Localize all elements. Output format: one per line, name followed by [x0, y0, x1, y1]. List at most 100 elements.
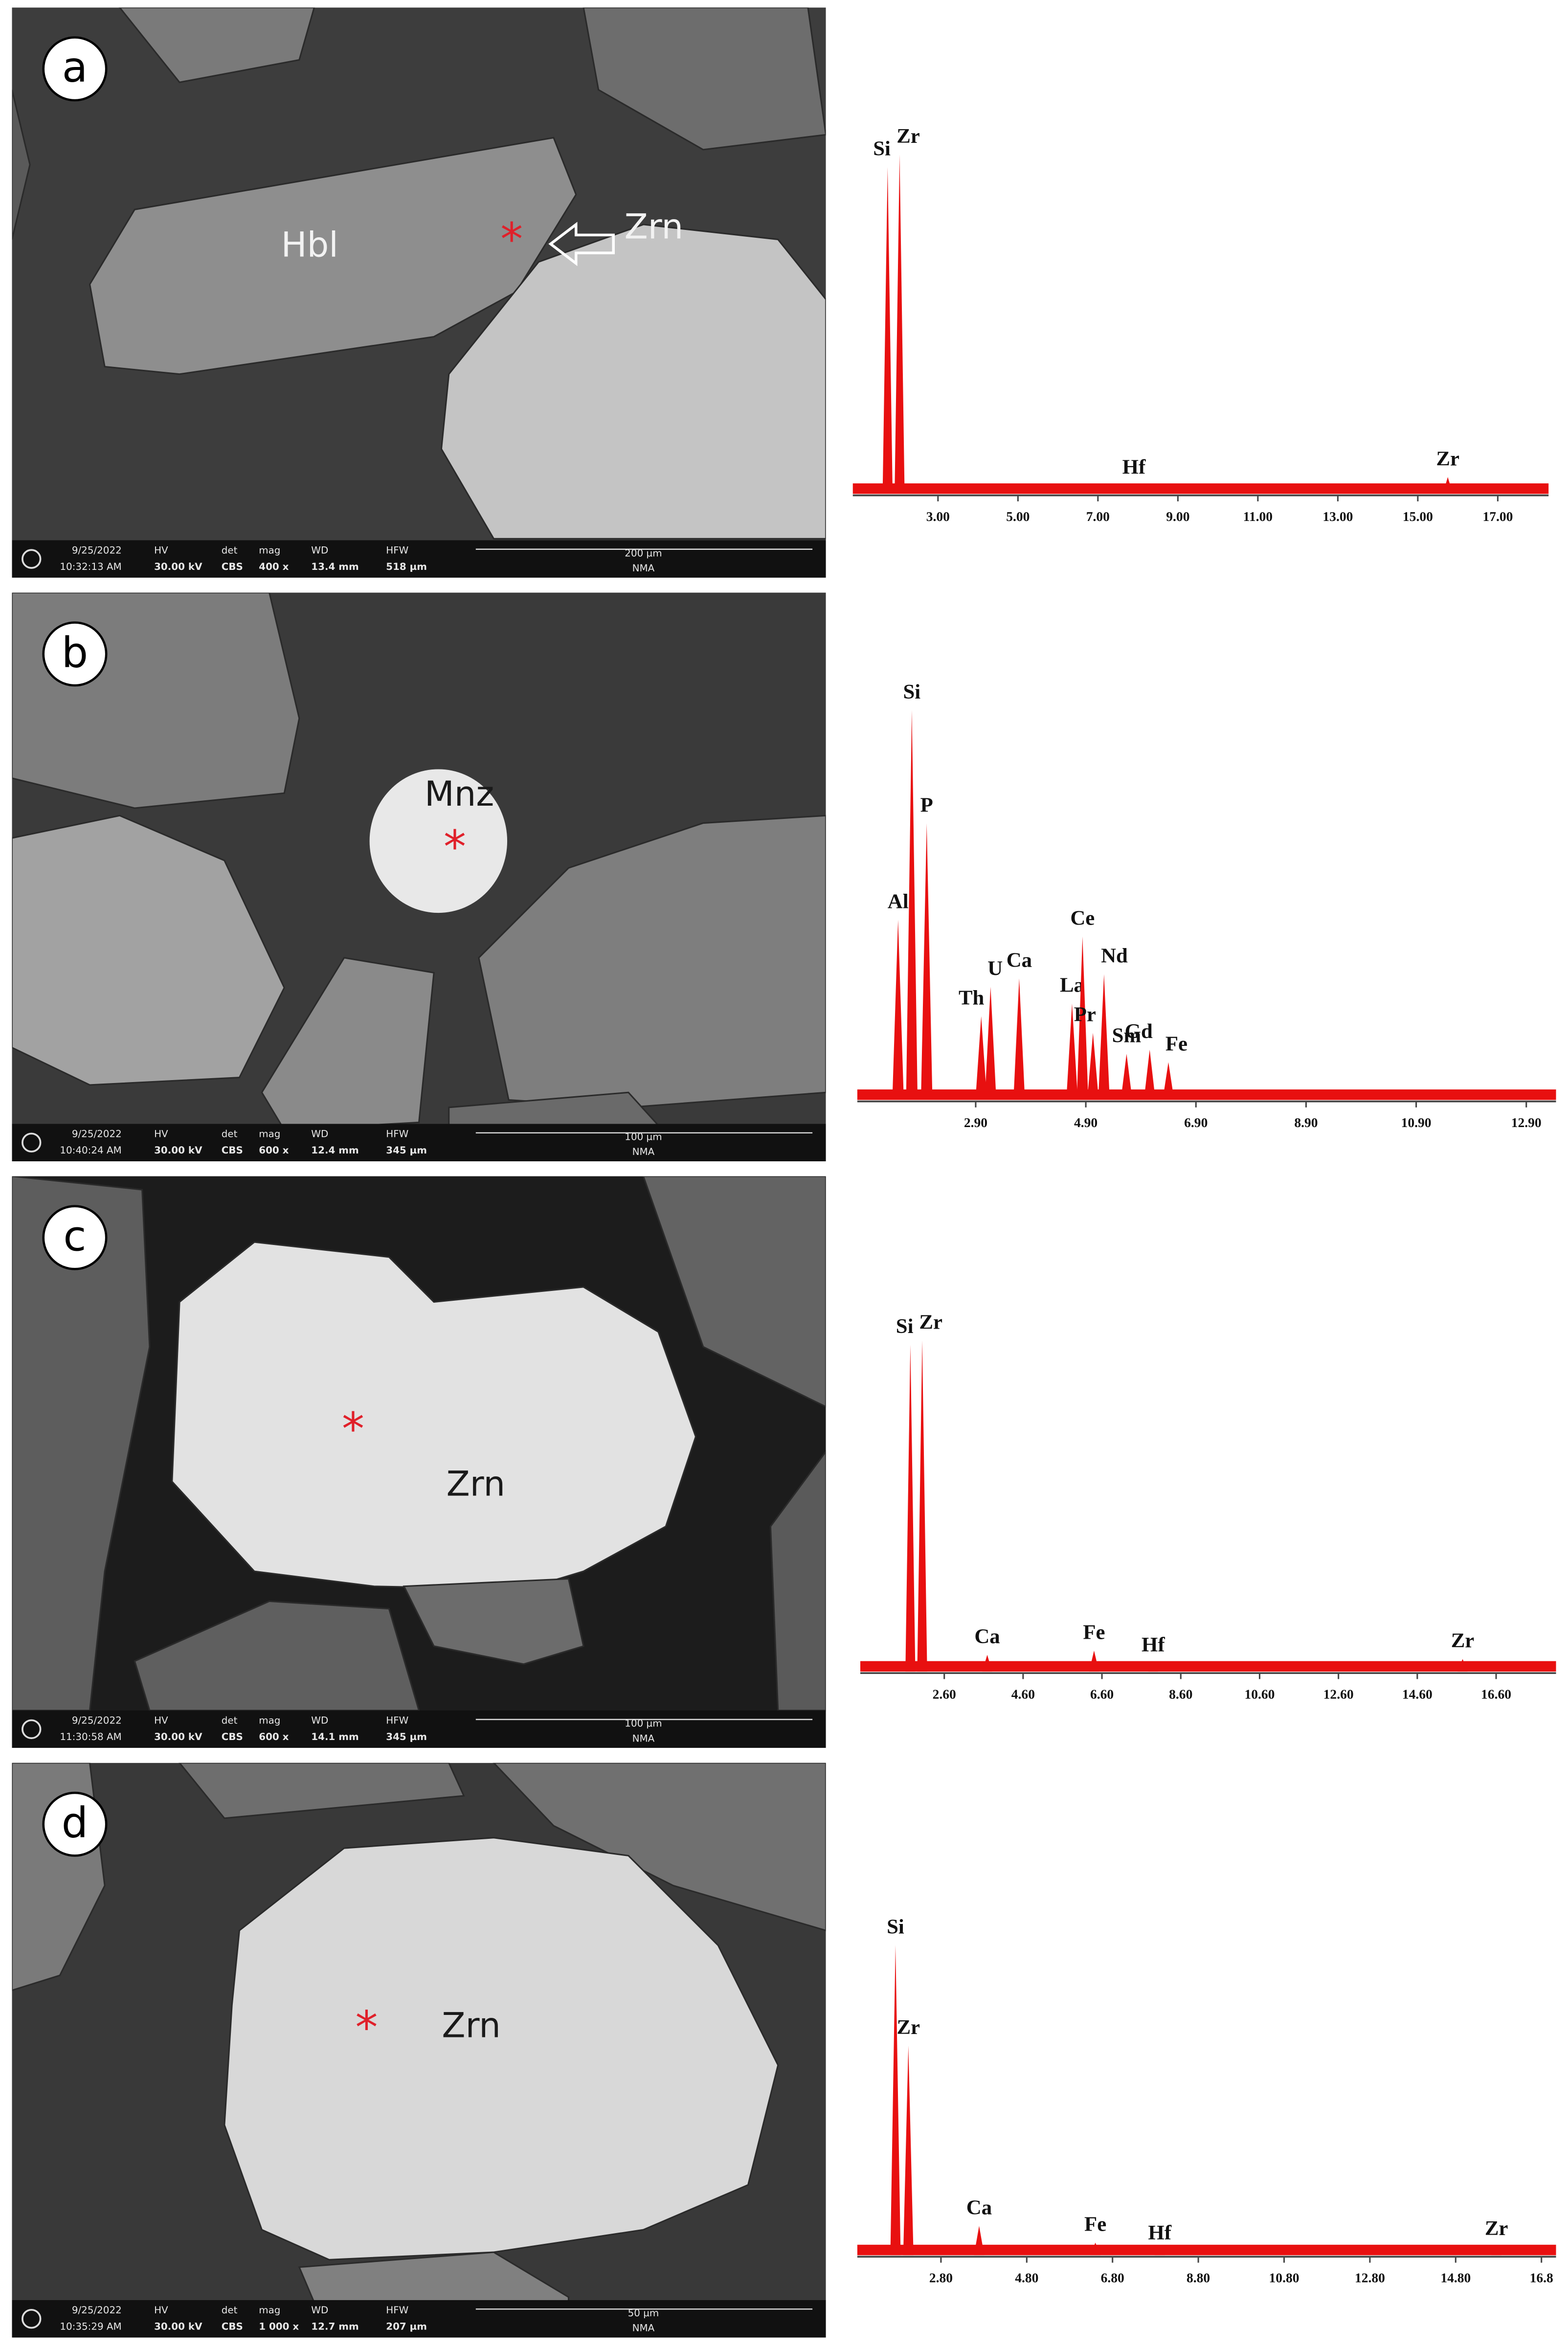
- info-header: mag: [259, 1128, 280, 1139]
- grain: [118, 7, 315, 83]
- x-tick-label: 2.60: [933, 1686, 956, 1701]
- peak: [917, 1340, 927, 1672]
- peak: [1443, 477, 1453, 494]
- peak-label: Fe: [1165, 1033, 1187, 1056]
- logo: [22, 1719, 42, 1740]
- grain: [493, 1763, 826, 1931]
- info-bar: [12, 1710, 826, 1748]
- peak: [1098, 974, 1110, 1100]
- info-bar: [12, 2300, 826, 2338]
- peak-label: Al: [888, 890, 909, 913]
- scale-label: 50 µm: [628, 2307, 659, 2319]
- peak-label: Hf: [1122, 456, 1146, 479]
- info-header: HV: [154, 2305, 168, 2316]
- info-header: det: [222, 544, 238, 556]
- info-value: 12.4 mm: [311, 1145, 358, 1156]
- info-header: WD: [311, 2305, 328, 2316]
- peak-label: Gd: [1125, 1020, 1153, 1043]
- peak-label: Fe: [1083, 1621, 1105, 1644]
- peak-label: Zr: [896, 2016, 920, 2039]
- peak-label: U: [987, 957, 1003, 980]
- peak: [1148, 1663, 1158, 1672]
- peak-label: Si: [873, 137, 891, 160]
- x-tick-label: 10.90: [1401, 1115, 1432, 1130]
- peak-label: Th: [959, 986, 985, 1009]
- peak: [905, 1344, 916, 1672]
- scale-label: 200 µm: [625, 547, 662, 559]
- grain: [179, 1763, 465, 1819]
- x-tick-label: 14.80: [1440, 2270, 1471, 2285]
- x-tick-label: 3.00: [926, 509, 950, 524]
- peak: [974, 2226, 985, 2256]
- peak-label: Si: [896, 1315, 914, 1338]
- x-tick-label: 10.60: [1244, 1686, 1275, 1701]
- x-tick-label: 14.60: [1402, 1686, 1433, 1701]
- info-value: CBS: [222, 1145, 243, 1156]
- peak: [985, 987, 997, 1100]
- peak-label: Ca: [974, 1625, 1000, 1648]
- grain: [224, 1837, 779, 2261]
- panel-label-circle: [42, 621, 108, 687]
- peak: [1013, 978, 1025, 1100]
- info-header: WD: [311, 544, 328, 556]
- info-value: 1 000 x: [259, 2321, 299, 2332]
- x-tick-label: 15.00: [1403, 509, 1433, 524]
- x-tick-label: 11.00: [1243, 509, 1273, 524]
- x-tick-label: 4.80: [1015, 2270, 1038, 2285]
- noise-band: [860, 1661, 1556, 1672]
- info-date: 9/25/2022: [72, 544, 122, 556]
- peak-label: Ca: [966, 2196, 992, 2219]
- panel-label-circle: [42, 1791, 108, 1857]
- mineral-label: Zrn: [447, 1464, 505, 1504]
- peak-label: Nd: [1101, 945, 1128, 968]
- peak: [903, 2045, 914, 2256]
- info-value: 518 µm: [386, 561, 427, 572]
- x-tick-label: 12.90: [1511, 1115, 1542, 1130]
- peak: [921, 823, 933, 1100]
- info-value: 30.00 kV: [154, 1731, 202, 1742]
- info-value: CBS: [222, 1731, 243, 1742]
- peak-label: Fe: [1084, 2213, 1106, 2236]
- grain: [12, 814, 285, 1086]
- info-value: 13.4 mm: [311, 561, 358, 572]
- x-tick-label: 4.90: [1074, 1115, 1098, 1130]
- noise-band: [857, 1089, 1556, 1100]
- mineral-label: Zrn: [625, 207, 683, 247]
- peak-label: Zr: [1451, 1629, 1475, 1652]
- peak: [1089, 1650, 1099, 1672]
- info-value: 345 µm: [386, 1145, 427, 1156]
- info-header: WD: [311, 1715, 328, 1726]
- info-header: det: [222, 1128, 238, 1139]
- peak: [1087, 1033, 1099, 1100]
- peak-label: Si: [887, 1916, 904, 1939]
- peak: [1143, 1049, 1156, 1100]
- x-tick-label: 6.90: [1184, 1115, 1208, 1130]
- panel-label: c: [63, 1212, 86, 1261]
- x-tick-label: 10.80: [1269, 2270, 1299, 2285]
- info-header: HFW: [386, 1715, 408, 1726]
- grain: [769, 1450, 826, 1712]
- grain: [134, 1600, 420, 1712]
- panel-label-circle: [42, 1205, 108, 1270]
- peak: [892, 920, 904, 1100]
- panel-label: b: [62, 628, 88, 677]
- arrow: [548, 222, 615, 267]
- logo: [22, 2309, 42, 2329]
- info-time: 11:30:58 AM: [60, 1731, 121, 1742]
- x-tick-label: 13.00: [1322, 509, 1353, 524]
- info-header: det: [222, 2305, 238, 2316]
- info-header: HFW: [386, 544, 408, 556]
- info-value: 30.00 kV: [154, 561, 202, 572]
- x-tick-label: 2.90: [964, 1115, 987, 1130]
- x-tick-label: 9.00: [1166, 509, 1189, 524]
- info-bar: [12, 540, 826, 578]
- info-value: 14.1 mm: [311, 1731, 358, 1742]
- x-tick-label: 17.00: [1482, 509, 1513, 524]
- analysis-point: *: [342, 1403, 364, 1455]
- info-header: WD: [311, 1128, 328, 1139]
- sem-image: 9/25/2022 10:40:24 AM HV 30.00 kV det CBS mag 6…: [12, 592, 826, 1161]
- info-value: CBS: [222, 561, 243, 572]
- panel-label: d: [62, 1799, 88, 1848]
- x-tick-label: 5.00: [1006, 509, 1030, 524]
